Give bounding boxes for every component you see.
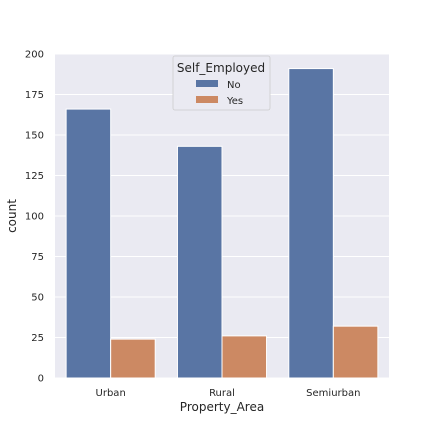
- y-tick-label: 100: [25, 212, 44, 223]
- legend-label-no: No: [227, 80, 241, 91]
- y-tick-label: 0: [38, 374, 44, 385]
- x-tick-label: Urban: [96, 388, 126, 399]
- y-tick-label: 25: [31, 333, 44, 344]
- bar-no-urban: [65, 108, 112, 379]
- y-tick-label: 50: [31, 293, 44, 304]
- y-tick-label: 125: [25, 171, 44, 182]
- bar-yes-urban: [110, 338, 156, 379]
- legend-swatch-yes: [196, 96, 218, 103]
- y-tick-labels: 0 25 50 75 100 125 150 175 200: [25, 50, 44, 385]
- x-tick-labels: Urban Rural Semiurban: [96, 388, 361, 399]
- x-tick-label: Rural: [209, 388, 235, 399]
- bar-no-semiurban: [288, 68, 334, 379]
- y-tick-label: 175: [25, 90, 44, 101]
- bars: [65, 68, 379, 379]
- y-axis-label: count: [5, 199, 19, 233]
- bar-yes-semiurban: [332, 325, 379, 379]
- x-tick-label: Semiurban: [306, 388, 360, 399]
- y-tick-label: 75: [31, 252, 44, 263]
- legend-swatch-no: [196, 80, 218, 87]
- bar-no-rural: [176, 145, 223, 379]
- legend-label-yes: Yes: [226, 96, 243, 107]
- legend: Self_Employed No Yes: [172, 55, 271, 111]
- y-tick-label: 150: [25, 131, 44, 142]
- x-axis-label: Property_Area: [180, 400, 264, 414]
- y-tick-label: 200: [25, 50, 44, 61]
- legend-title: Self_Employed: [177, 61, 265, 75]
- bar-yes-rural: [221, 335, 268, 379]
